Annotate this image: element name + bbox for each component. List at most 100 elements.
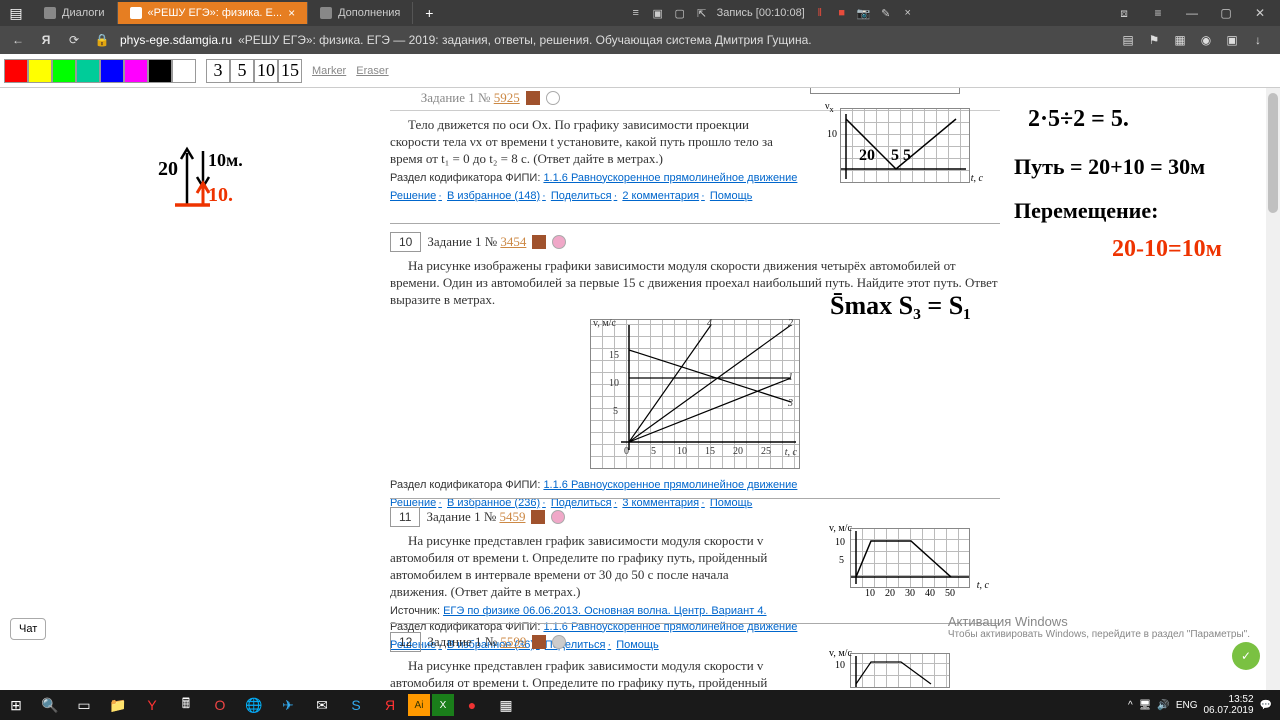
taskview-icon[interactable]: ▭ xyxy=(68,691,100,719)
mail-icon[interactable]: ✉ xyxy=(306,691,338,719)
task-id-link[interactable]: 5459 xyxy=(499,509,525,524)
chat-button[interactable]: Чат xyxy=(10,618,46,640)
url-field[interactable]: phys-ege.sdamgia.ru «РЕШУ ЕГЭ»: физика. … xyxy=(120,33,1112,47)
download-icon[interactable]: ↓ xyxy=(1250,32,1266,48)
tray-icon[interactable]: 🔊 xyxy=(1157,700,1169,711)
pause-icon[interactable]: ‖ xyxy=(813,6,827,20)
task-12-graph: v, м/с 10 xyxy=(850,653,950,688)
camera-icon[interactable]: 📷 xyxy=(857,6,871,20)
share-link[interactable]: Поделиться xyxy=(551,190,612,202)
task-id-link[interactable]: 5599 xyxy=(500,634,526,649)
book-icon[interactable] xyxy=(532,635,546,649)
book-icon[interactable] xyxy=(532,235,546,249)
shield-icon[interactable]: ✓ xyxy=(1232,642,1260,670)
eraser-tool[interactable]: Eraser xyxy=(356,65,388,77)
close-icon[interactable]: × xyxy=(901,6,915,20)
rec-icon[interactable]: ⇱ xyxy=(695,6,709,20)
stop-icon[interactable]: ■ xyxy=(835,6,849,20)
brush-size[interactable]: 10 xyxy=(254,59,278,83)
telegram-icon[interactable]: ✈ xyxy=(272,691,304,719)
start-icon[interactable]: ⊞ xyxy=(0,691,32,719)
ext-icon[interactable]: ▦ xyxy=(1172,32,1188,48)
tab-favicon xyxy=(130,7,142,19)
menu-icon[interactable]: ≡ xyxy=(629,6,643,20)
rec-icon[interactable]: ▣ xyxy=(651,6,665,20)
task-kodif: Раздел кодификатора ФИПИ: 1.1.6 Равноуск… xyxy=(390,479,1000,491)
yandex-icon[interactable]: Я xyxy=(36,30,56,50)
yandex-icon[interactable]: Y xyxy=(136,691,168,719)
task-text: На рисунке представлен график зависимост… xyxy=(390,533,780,601)
color-swatch[interactable] xyxy=(100,59,124,83)
explorer-icon[interactable]: 📁 xyxy=(102,691,134,719)
brush-size[interactable]: 5 xyxy=(230,59,254,83)
kodif-link[interactable]: 1.1.6 Равноускоренное прямолинейное движ… xyxy=(543,172,797,184)
notifications-icon[interactable]: 💬 xyxy=(1260,700,1272,711)
browser-tab-active[interactable]: «РЕШУ ЕГЭ»: физика. Е... × xyxy=(118,2,309,24)
bookmark-icon[interactable]: ⧈ xyxy=(1108,1,1140,25)
ext-icon[interactable]: ⚑ xyxy=(1146,32,1162,48)
skype-icon[interactable]: S xyxy=(340,691,372,719)
task-title: Задание 1 № 5599 xyxy=(427,634,526,650)
color-swatch[interactable] xyxy=(124,59,148,83)
tray-icon[interactable]: ^ xyxy=(1128,700,1133,711)
rec-icon[interactable]: ▢ xyxy=(673,6,687,20)
tray-icon[interactable]: 🖥 xyxy=(1139,700,1152,711)
reload-icon[interactable]: ⟳ xyxy=(64,30,84,50)
color-swatch[interactable] xyxy=(52,59,76,83)
lock-icon[interactable]: 🔒 xyxy=(92,30,112,50)
calc-icon[interactable]: 🖩 xyxy=(170,691,202,719)
record-icon[interactable]: ● xyxy=(456,691,488,719)
solution-link[interactable]: Решение xyxy=(390,190,436,202)
close-icon[interactable]: ✕ xyxy=(1244,1,1276,25)
handwriting: Перемещение: xyxy=(1014,198,1158,224)
pencil-icon[interactable]: ✎ xyxy=(879,6,893,20)
marker-tool[interactable]: Marker xyxy=(312,65,346,77)
status-circle-icon[interactable] xyxy=(552,635,566,649)
color-swatch[interactable] xyxy=(28,59,52,83)
status-circle-icon[interactable] xyxy=(546,91,560,105)
search-icon[interactable]: 🔍 xyxy=(34,691,66,719)
chrome-icon[interactable]: 🌐 xyxy=(238,691,270,719)
task-id-link[interactable]: 3454 xyxy=(500,234,526,249)
book-icon[interactable] xyxy=(526,91,540,105)
ext-icon[interactable]: ▤ xyxy=(1120,32,1136,48)
status-circle-icon[interactable] xyxy=(552,235,566,249)
clock[interactable]: 13:52 06.07.2019 xyxy=(1203,694,1253,716)
new-tab-button[interactable]: + xyxy=(413,0,445,27)
profile-icon[interactable]: ◉ xyxy=(1198,32,1214,48)
color-swatch[interactable] xyxy=(76,59,100,83)
minimize-icon[interactable]: — xyxy=(1176,1,1208,25)
ext-icon[interactable]: ▣ xyxy=(1224,32,1240,48)
comments-link[interactable]: 2 комментария xyxy=(622,190,699,202)
task-id-link[interactable]: 5925 xyxy=(494,90,520,105)
illustrator-icon[interactable]: Ai xyxy=(408,694,430,716)
lang-indicator[interactable]: ENG xyxy=(1176,700,1198,711)
back-icon[interactable]: ← xyxy=(8,30,28,50)
source-link[interactable]: ЕГЭ по физике 06.06.2013. Основная волна… xyxy=(443,605,766,617)
book-icon[interactable] xyxy=(531,510,545,524)
excel-icon[interactable]: X xyxy=(432,694,454,716)
app-icon[interactable]: ▦ xyxy=(490,691,522,719)
close-icon[interactable]: × xyxy=(288,6,295,20)
vertical-scrollbar[interactable] xyxy=(1266,88,1280,690)
menu-icon[interactable]: ≡ xyxy=(1142,1,1174,25)
app-icon[interactable]: Я xyxy=(374,691,406,719)
scrollbar-thumb[interactable] xyxy=(1268,93,1278,213)
status-circle-icon[interactable] xyxy=(551,510,565,524)
color-swatch[interactable] xyxy=(4,59,28,83)
task-source: Источник: ЕГЭ по физике 06.06.2013. Осно… xyxy=(390,605,1000,617)
kodif-link[interactable]: 1.1.6 Равноускоренное прямолинейное движ… xyxy=(543,479,797,491)
brush-size[interactable]: 3 xyxy=(206,59,230,83)
brush-size[interactable]: 15 xyxy=(278,59,302,83)
favorite-link[interactable]: В избранное (148) xyxy=(447,190,540,202)
opera-icon[interactable]: O xyxy=(204,691,236,719)
recording-label: Запись [00:10:08] xyxy=(717,7,805,19)
help-link[interactable]: Помощь xyxy=(710,190,753,202)
color-swatch[interactable] xyxy=(148,59,172,83)
color-swatch[interactable] xyxy=(172,59,196,83)
browser-tab[interactable]: Дополнения xyxy=(308,2,413,24)
sidebar-toggle-icon[interactable]: ▤ xyxy=(0,0,32,27)
maximize-icon[interactable]: ▢ xyxy=(1210,1,1242,25)
tab-label: Дополнения xyxy=(338,7,400,19)
browser-tab[interactable]: Диалоги xyxy=(32,2,118,24)
